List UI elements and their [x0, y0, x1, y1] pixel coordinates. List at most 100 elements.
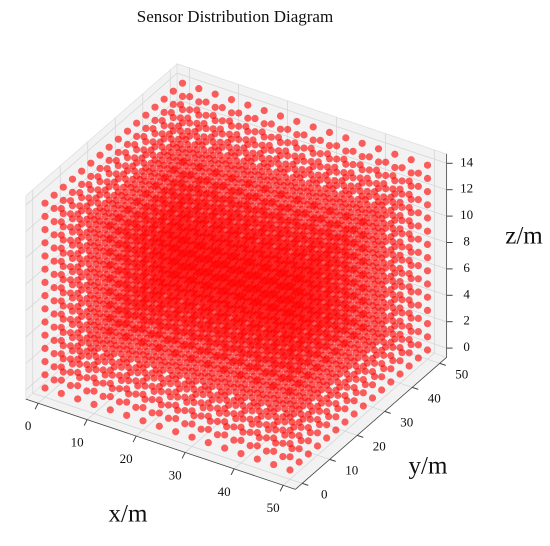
sensor-point: [253, 283, 261, 292]
sensor-point: [332, 333, 340, 342]
sensor-point: [244, 114, 252, 122]
sensor-point: [270, 190, 279, 198]
sensor-point: [332, 373, 340, 381]
sensor-point: [237, 304, 245, 312]
sensor-point: [191, 127, 199, 136]
sensor-point: [378, 294, 386, 302]
sensor-point: [387, 206, 395, 214]
sensor-point: [253, 297, 261, 305]
sensor-point: [405, 322, 413, 331]
sensor-point: [101, 186, 109, 194]
sensor-point: [193, 106, 201, 114]
sensor-point: [223, 152, 232, 160]
sensor-point: [170, 165, 179, 173]
sensor-point: [99, 313, 107, 321]
sensor-point: [262, 381, 271, 389]
sensor-point: [391, 150, 399, 158]
sensor-point: [99, 366, 107, 374]
sensor-point: [197, 254, 205, 262]
sensor-point: [132, 337, 140, 345]
sensor-point: [338, 190, 346, 198]
sensor-point: [359, 336, 367, 344]
sensor-point: [196, 162, 204, 171]
sensor-point: [304, 450, 312, 458]
sensor-point: [198, 141, 206, 149]
sensor-point: [378, 254, 386, 262]
sensor-point: [74, 329, 82, 337]
z-tick-label: 14: [460, 154, 474, 169]
sensor-point: [325, 228, 333, 236]
y-tick: [302, 482, 309, 486]
sensor-point: [378, 360, 386, 368]
sensor-point: [341, 260, 349, 268]
sensor-point: [359, 375, 367, 384]
sensor-point: [99, 234, 107, 242]
sensor-point: [66, 263, 75, 271]
sensor-point: [159, 208, 167, 216]
sensor-point: [155, 356, 163, 364]
sensor-point: [57, 271, 65, 279]
sensor-point: [272, 168, 281, 176]
sensor-point: [199, 232, 207, 240]
sensor-point: [268, 198, 277, 206]
sensor-point: [332, 241, 340, 249]
sensor-point: [246, 310, 254, 318]
sensor-point: [134, 210, 142, 218]
sensor-point: [157, 229, 165, 237]
sensor-point: [155, 422, 163, 430]
sensor-point: [359, 309, 367, 318]
grid-line: [25, 72, 178, 206]
sensor-point: [221, 299, 229, 307]
sensor-point: [342, 147, 350, 155]
sensor-point: [57, 284, 65, 292]
z-axis-label: z/m: [505, 223, 543, 250]
sensor-point: [190, 227, 198, 235]
sensor-point: [41, 292, 49, 300]
sensor-point: [90, 268, 98, 276]
sensor-point: [237, 265, 245, 273]
sensor-point: [270, 421, 278, 429]
sensor-point: [387, 299, 395, 307]
sensor-point: [139, 351, 147, 359]
sensor-point: [372, 166, 381, 174]
sensor-point: [96, 164, 104, 172]
sensor-point: [66, 368, 75, 376]
sensor-point: [90, 374, 98, 382]
sensor-point: [368, 368, 377, 376]
sensor-point: [197, 386, 205, 394]
sensor-point: [159, 194, 167, 203]
sensor-point: [155, 290, 163, 298]
sensor-point: [83, 242, 91, 250]
sensor-point: [213, 351, 222, 360]
sensor-point: [237, 344, 245, 352]
sensor-point: [262, 315, 271, 323]
sensor-point: [359, 296, 367, 304]
sensor-point: [41, 318, 49, 326]
sensor-point: [359, 402, 367, 410]
sensor-point: [188, 314, 196, 322]
sensor-point: [57, 337, 65, 345]
sensor-point: [180, 157, 188, 165]
sensor-point: [287, 195, 295, 203]
sensor-point: [119, 183, 128, 191]
sensor-point: [279, 360, 287, 368]
sensor-point: [396, 212, 404, 220]
sensor-point: [305, 166, 313, 174]
sensor-point: [253, 442, 261, 450]
x-tick-label: 50: [267, 500, 280, 515]
sensor-point: [316, 136, 324, 144]
sensor-point: [188, 420, 196, 428]
sensor-point: [112, 170, 120, 178]
sensor-point: [139, 232, 147, 240]
sensor-point: [169, 100, 177, 108]
sensor-point: [295, 339, 303, 347]
sensor-point: [41, 371, 49, 379]
sensor-point: [76, 202, 84, 210]
sensor-point: [83, 294, 91, 303]
x-tick: [181, 452, 186, 459]
sensor-point: [323, 434, 331, 442]
sensor-point: [140, 133, 148, 141]
sensor-point: [172, 401, 180, 409]
sensor-point: [313, 416, 322, 424]
sensor-point: [405, 309, 413, 317]
